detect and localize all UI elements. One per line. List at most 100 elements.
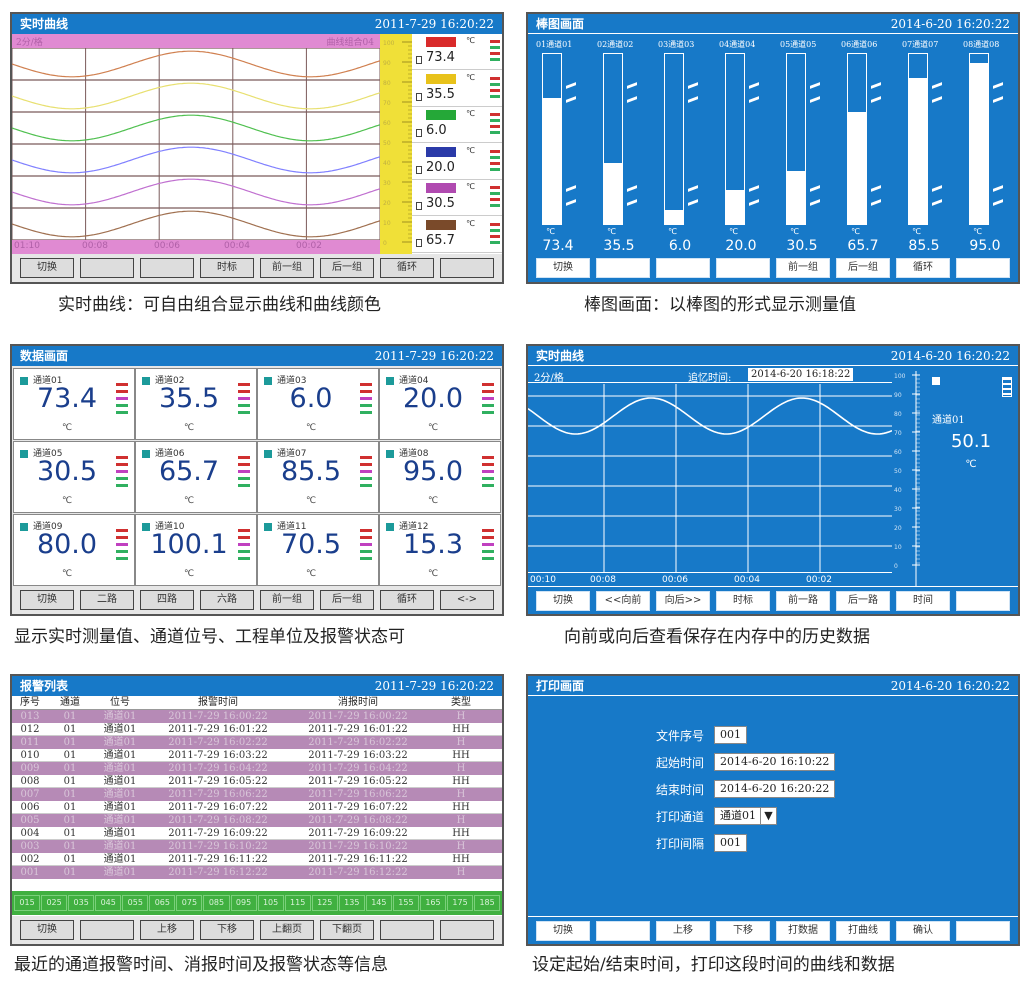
switch-button[interactable]: 切换: [20, 258, 74, 278]
move-down-button[interactable]: 下移: [200, 920, 254, 940]
switch-button[interactable]: 切换: [536, 590, 590, 611]
page-forward-button[interactable]: 向后>>: [656, 590, 710, 611]
blank-button[interactable]: [716, 258, 770, 278]
blank-button[interactable]: [956, 920, 1010, 941]
alarm-row[interactable]: 005 01 通道01 2011-7-29 16:08:22 2011-7-29 16:…: [12, 814, 502, 827]
four-channel-button[interactable]: 四路: [140, 590, 194, 610]
channel-value: 30.5: [36, 456, 98, 487]
alarm-row[interactable]: 004 01 通道01 2011-7-29 16:09:22 2011-7-29 16:…: [12, 827, 502, 840]
time-button[interactable]: 时间: [896, 590, 950, 611]
start-time-input[interactable]: 2014-6-20 16:10:22: [714, 753, 836, 771]
button-bar: 切换 二路 四路 六路 前一组 后一组 循环 <->: [12, 586, 502, 614]
channel-cell[interactable]: 通道11 70.5 ℃: [257, 514, 379, 586]
loop-button[interactable]: 循环: [380, 590, 434, 610]
alarm-row[interactable]: 011 01 通道01 2011-7-29 16:02:22 2011-7-29 16:…: [12, 736, 502, 749]
time-mark-button[interactable]: 时标: [716, 590, 770, 611]
table-cell: 01: [63, 854, 77, 865]
blank-button[interactable]: [140, 258, 194, 278]
blank-button[interactable]: [596, 258, 650, 278]
bar-fill: [970, 62, 988, 224]
loop-button[interactable]: 循环: [380, 258, 434, 278]
history-curve-screen: 实时曲线 2014-6-20 16:20:22 2分/格 追忆时间: 2014-6…: [526, 344, 1020, 616]
blank-button[interactable]: [440, 258, 494, 278]
channel-cell[interactable]: 通道06 65.7 ℃: [135, 441, 257, 513]
alarm-row[interactable]: 013 01 通道01 2011-7-29 16:00:22 2011-7-29 16:…: [12, 710, 502, 723]
move-up-button[interactable]: 上移: [140, 920, 194, 940]
toggle-button[interactable]: <->: [440, 590, 494, 610]
channel-cell[interactable]: 通道03 6.0 ℃: [257, 368, 379, 440]
table-cell: 005: [20, 815, 40, 826]
print-channel-select[interactable]: 通道01 ▼: [714, 807, 778, 825]
channel-name: 通道09: [33, 522, 63, 532]
alarm-row[interactable]: 006 01 通道01 2011-7-29 16:07:22 2011-7-29 16:…: [12, 801, 502, 814]
end-time-field: 结束时间 2014-6-20 16:20:22: [656, 780, 836, 798]
switch-button[interactable]: 切换: [536, 258, 590, 278]
channel-cell[interactable]: 通道01 73.4 ℃: [13, 368, 135, 440]
alarm-marker: [749, 199, 759, 206]
channel-cell[interactable]: 通道02 35.5 ℃: [135, 368, 257, 440]
next-group-button[interactable]: 后一组: [320, 258, 374, 278]
channel-unit: ℃: [466, 36, 475, 45]
print-curve-button[interactable]: 打曲线: [836, 920, 890, 941]
alarm-marker: [627, 199, 637, 206]
time-mark-button[interactable]: 时标: [200, 258, 254, 278]
dropdown-arrow-icon[interactable]: ▼: [760, 808, 777, 824]
alarm-row[interactable]: 010 01 通道01 2011-7-29 16:03:22 2011-7-29 16:…: [12, 749, 502, 762]
table-cell: 01: [63, 802, 77, 813]
channel-label: 通道10: [142, 519, 184, 532]
alarm-row[interactable]: 012 01 通道01 2011-7-29 16:01:22 2011-7-29 16:…: [12, 723, 502, 736]
next-group-button[interactable]: 后一组: [320, 590, 374, 610]
channel-cell[interactable]: 通道07 85.5 ℃: [257, 441, 379, 513]
alarm-bar: [490, 186, 500, 190]
channel-cell[interactable]: 通道08 95.0 ℃: [379, 441, 501, 513]
move-down-button[interactable]: 下移: [716, 920, 770, 941]
channel-cell[interactable]: 通道09 80.0 ℃: [13, 514, 135, 586]
recall-label: 追忆时间:: [688, 373, 732, 384]
blank-button[interactable]: [80, 920, 134, 940]
channel-name: 通道05: [33, 449, 63, 459]
blank-button[interactable]: [380, 920, 434, 940]
alarm-row[interactable]: 002 01 通道01 2011-7-29 16:11:22 2011-7-29 16:…: [12, 853, 502, 866]
recall-time-field[interactable]: 2014-6-20 16:18:22: [748, 368, 854, 381]
channel-tag: 165: [419, 895, 446, 911]
page-back-button[interactable]: <<向前: [596, 590, 650, 611]
prev-channel-button[interactable]: 前一路: [776, 590, 830, 611]
alarm-row[interactable]: 003 01 通道01 2011-7-29 16:10:22 2011-7-29 16:…: [12, 840, 502, 853]
prev-group-button[interactable]: 前一组: [260, 258, 314, 278]
alarm-row[interactable]: 007 01 通道01 2011-7-29 16:06:22 2011-7-29 16:…: [12, 788, 502, 801]
alarm-row[interactable]: 001 01 通道01 2011-7-29 16:12:22 2011-7-29 16:…: [12, 866, 502, 879]
two-channel-button[interactable]: 二路: [80, 590, 134, 610]
channel-tag: 025: [41, 895, 68, 911]
blank-button[interactable]: [440, 920, 494, 940]
six-channel-button[interactable]: 六路: [200, 590, 254, 610]
next-group-button[interactable]: 后一组: [836, 258, 890, 278]
end-time-input[interactable]: 2014-6-20 16:20:22: [714, 780, 836, 798]
alarm-row[interactable]: 008 01 通道01 2011-7-29 16:05:22 2011-7-29 16:…: [12, 775, 502, 788]
channel-cell[interactable]: 通道12 15.3 ℃: [379, 514, 501, 586]
blank-button[interactable]: [956, 258, 1010, 278]
move-up-button[interactable]: 上移: [656, 920, 710, 941]
blank-button[interactable]: [656, 258, 710, 278]
switch-button[interactable]: 切换: [20, 590, 74, 610]
channel-cell[interactable]: 通道10 100.1 ℃: [135, 514, 257, 586]
alarm-marker: [871, 82, 881, 89]
page-up-button[interactable]: 上翻页: [260, 920, 314, 940]
switch-button[interactable]: 切换: [536, 920, 590, 941]
prev-group-button[interactable]: 前一组: [776, 258, 830, 278]
next-channel-button[interactable]: 后一路: [836, 590, 890, 611]
blank-button[interactable]: [596, 920, 650, 941]
field-label: 文件序号: [656, 728, 705, 743]
channel-cell[interactable]: 通道04 20.0 ℃: [379, 368, 501, 440]
channel-cell[interactable]: 通道05 30.5 ℃: [13, 441, 135, 513]
print-interval-input[interactable]: 001: [714, 834, 748, 852]
blank-button[interactable]: [80, 258, 134, 278]
switch-button[interactable]: 切换: [20, 920, 74, 940]
blank-button[interactable]: [956, 590, 1010, 611]
file-number-input[interactable]: 001: [714, 726, 748, 744]
alarm-row[interactable]: 009 01 通道01 2011-7-29 16:04:22 2011-7-29 16:…: [12, 762, 502, 775]
loop-button[interactable]: 循环: [896, 258, 950, 278]
confirm-button[interactable]: 确认: [896, 920, 950, 941]
page-down-button[interactable]: 下翻页: [320, 920, 374, 940]
prev-group-button[interactable]: 前一组: [260, 590, 314, 610]
print-data-button[interactable]: 打数据: [776, 920, 830, 941]
